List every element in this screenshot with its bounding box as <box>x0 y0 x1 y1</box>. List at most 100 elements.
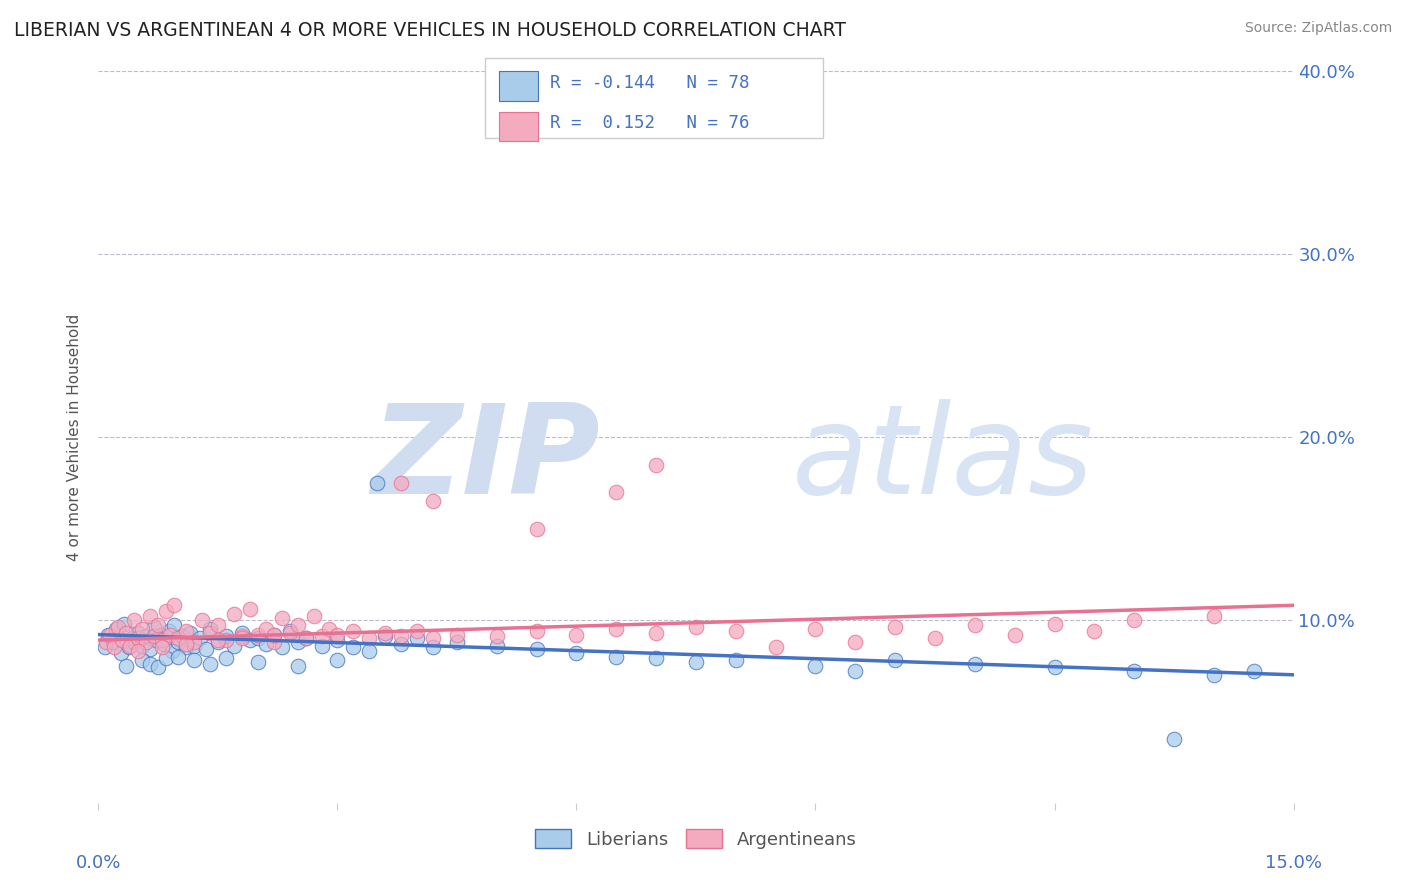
Point <box>159 627 181 641</box>
Point <box>685 655 707 669</box>
Point <box>359 632 381 646</box>
Point <box>215 651 238 665</box>
Point <box>342 640 364 655</box>
Point <box>254 622 277 636</box>
Point <box>485 629 508 643</box>
Point <box>124 635 146 649</box>
Point <box>215 629 238 643</box>
Point <box>342 624 364 638</box>
Point <box>724 624 747 638</box>
Point <box>884 653 907 667</box>
Point <box>246 632 269 646</box>
Point <box>207 618 229 632</box>
Legend: Liberians, Argentineans: Liberians, Argentineans <box>529 822 863 856</box>
Point <box>174 624 197 638</box>
Point <box>231 629 253 643</box>
Point <box>127 625 149 640</box>
Point <box>124 613 146 627</box>
Point <box>389 629 412 643</box>
Point <box>97 627 120 641</box>
Point <box>112 616 135 631</box>
Point <box>685 620 707 634</box>
Point <box>121 632 143 646</box>
Point <box>231 632 253 646</box>
Point <box>131 622 153 636</box>
Point <box>167 635 190 649</box>
Point <box>844 635 866 649</box>
Point <box>422 632 444 646</box>
Point <box>645 458 668 472</box>
Point <box>270 640 292 655</box>
Point <box>127 632 149 646</box>
Point <box>565 646 588 660</box>
Text: 15.0%: 15.0% <box>1265 854 1322 872</box>
Point <box>207 633 229 648</box>
Point <box>294 632 316 646</box>
Point <box>215 633 238 648</box>
Point <box>318 622 340 636</box>
Point <box>110 646 132 660</box>
Point <box>804 622 827 636</box>
Point <box>1243 664 1265 678</box>
Point <box>96 635 118 649</box>
Text: Source: ZipAtlas.com: Source: ZipAtlas.com <box>1244 21 1392 35</box>
Point <box>359 644 381 658</box>
Point <box>167 632 190 646</box>
Point <box>148 660 170 674</box>
Point <box>107 620 129 634</box>
Point <box>101 635 124 649</box>
Point <box>374 625 396 640</box>
Point <box>287 658 309 673</box>
Point <box>198 657 221 671</box>
Point <box>263 627 285 641</box>
Point <box>326 633 349 648</box>
Point <box>139 609 162 624</box>
Point <box>326 627 349 641</box>
Point <box>1123 664 1146 678</box>
Point <box>143 629 166 643</box>
Point <box>155 651 177 665</box>
Point <box>222 639 245 653</box>
Point <box>366 475 388 490</box>
Point <box>804 658 827 673</box>
Point <box>145 633 167 648</box>
Point <box>167 649 190 664</box>
Point <box>183 639 205 653</box>
Point <box>422 640 444 655</box>
Point <box>155 604 177 618</box>
Point <box>135 629 157 643</box>
Point <box>163 618 186 632</box>
Point <box>605 622 627 636</box>
Point <box>263 635 285 649</box>
Point <box>406 624 429 638</box>
Point <box>152 637 174 651</box>
Point <box>131 653 153 667</box>
Point <box>198 625 221 640</box>
Point <box>127 644 149 658</box>
Point <box>174 640 197 655</box>
Text: ZIP: ZIP <box>371 399 600 519</box>
Point <box>190 632 212 646</box>
Point <box>143 620 166 634</box>
Point <box>278 625 301 640</box>
Point <box>526 521 548 535</box>
Point <box>172 629 194 643</box>
Point <box>207 635 229 649</box>
Point <box>485 639 508 653</box>
Text: atlas: atlas <box>792 399 1094 519</box>
Point <box>239 602 262 616</box>
Point <box>231 625 253 640</box>
Point <box>115 658 138 673</box>
Point <box>565 627 588 641</box>
Point <box>1202 667 1225 681</box>
Point <box>148 618 170 632</box>
Point <box>149 627 172 641</box>
Point <box>389 637 412 651</box>
Point <box>406 632 429 646</box>
Point <box>174 637 197 651</box>
Point <box>278 624 301 638</box>
Point <box>1043 660 1066 674</box>
Point <box>326 653 349 667</box>
Point <box>160 644 183 658</box>
Point <box>1004 627 1026 641</box>
